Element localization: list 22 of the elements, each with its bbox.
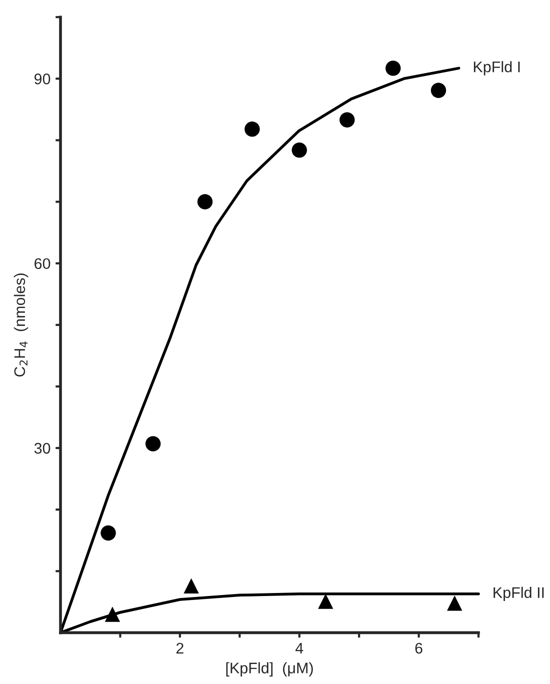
y-tick-label: 60 [34, 258, 50, 270]
point [340, 112, 355, 128]
point [145, 436, 161, 452]
x-tick-label: 2 [176, 642, 184, 654]
point [100, 525, 116, 541]
point [447, 596, 462, 611]
x-tick-label: 4 [295, 642, 304, 654]
point [244, 122, 260, 137]
y-axis-title: C$_{2}$H$_{4}$ (nmoles) [14, 274, 28, 377]
y-tick-label: 90 [34, 74, 50, 84]
point [184, 578, 199, 594]
series-label: KpFld I [474, 61, 520, 76]
point [104, 606, 120, 622]
y-tick-label: 30 [34, 442, 50, 454]
point [430, 82, 446, 98]
x-tick-label: 6 [415, 642, 422, 654]
point [197, 194, 213, 210]
point [292, 142, 307, 158]
point [386, 60, 401, 76]
point [318, 594, 334, 609]
series-label: KpFld II [494, 586, 544, 602]
x-axis-title: [KpFld] (μM) [226, 662, 313, 676]
